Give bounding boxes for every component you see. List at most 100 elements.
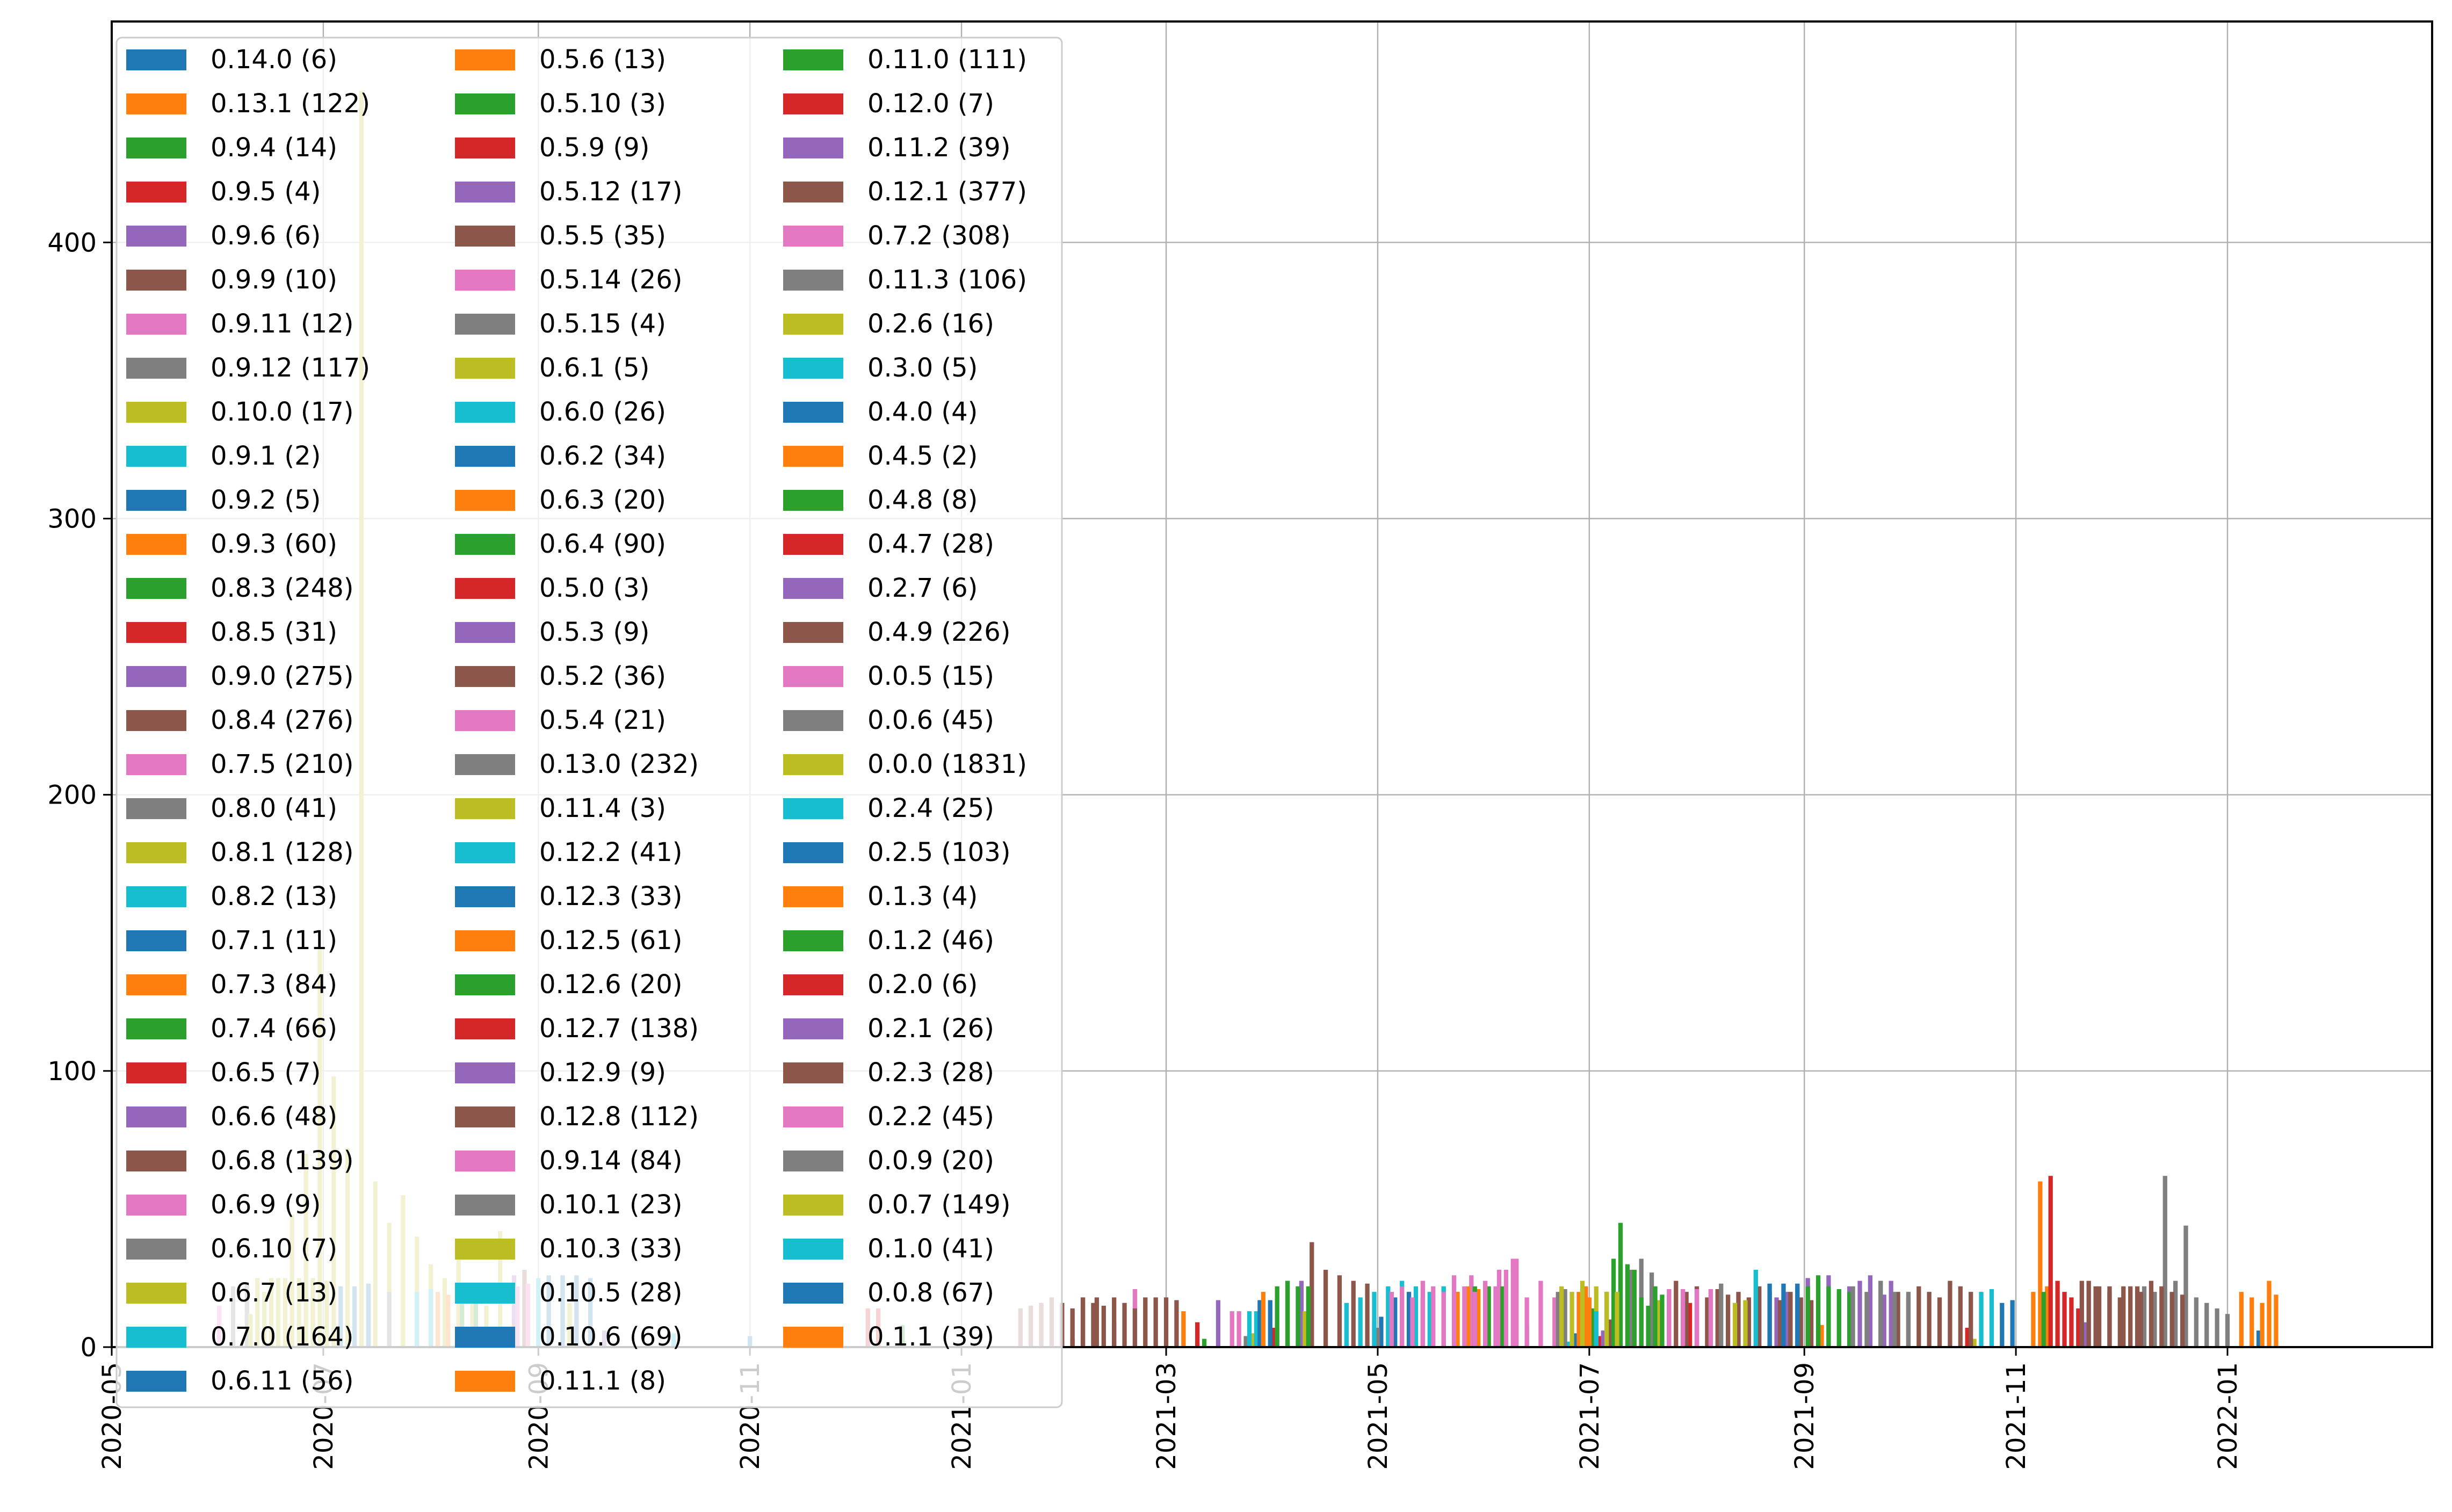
legend-label: 0.6.1 (5)	[539, 353, 649, 383]
bar	[2045, 1286, 2050, 1347]
legend-label: 0.6.8 (139)	[211, 1146, 353, 1176]
bar	[1174, 1300, 1179, 1347]
legend-swatch	[783, 622, 843, 643]
bar	[1826, 1286, 1831, 1347]
bar	[1375, 1328, 1380, 1347]
legend-label: 0.5.9 (9)	[539, 133, 649, 163]
bar	[1816, 1275, 1821, 1347]
bar	[1261, 1292, 1265, 1347]
legend-swatch	[126, 666, 186, 687]
legend-label: 0.6.5 (7)	[211, 1058, 321, 1088]
legend-swatch	[126, 1327, 186, 1348]
y-tick-label: 300	[47, 504, 97, 534]
legend-label: 0.12.2 (41)	[539, 837, 682, 867]
legend-swatch	[126, 402, 186, 423]
legend-label: 0.5.0 (3)	[539, 573, 649, 603]
legend-swatch	[455, 974, 515, 995]
series-bars	[1868, 1292, 1886, 1347]
series-bars	[1181, 1311, 1186, 1347]
series-bars	[2083, 1322, 2088, 1347]
legend-swatch	[455, 138, 515, 158]
bar	[1451, 1275, 1457, 1347]
legend-label: 0.5.14 (26)	[539, 265, 682, 295]
x-tick-label: 2021-03	[1152, 1362, 1182, 1470]
series-bars	[1556, 1289, 1567, 1347]
legend-label: 0.8.5 (31)	[211, 617, 337, 647]
legend-label: 0.2.0 (6)	[867, 970, 978, 1000]
bar	[2121, 1286, 2126, 1347]
x-tick-label: 2021-11	[2001, 1362, 2031, 1470]
bar	[1257, 1300, 1262, 1347]
legend-label: 0.10.1 (23)	[539, 1190, 682, 1220]
legend-swatch	[455, 1327, 515, 1348]
legend-swatch	[126, 1195, 186, 1216]
bar	[1441, 1292, 1446, 1347]
legend-swatch	[783, 710, 843, 731]
legend-label: 0.1.2 (46)	[867, 925, 994, 956]
bar	[1784, 1292, 1790, 1347]
bar	[1285, 1281, 1290, 1347]
bar	[1788, 1292, 1793, 1347]
legend-label: 0.8.2 (13)	[211, 881, 337, 911]
legend-swatch	[455, 666, 515, 687]
series-bars	[1310, 1242, 1370, 1347]
legend-swatch	[783, 1327, 843, 1348]
legend-label: 0.12.7 (138)	[539, 1014, 699, 1044]
bar	[2107, 1292, 2112, 1347]
legend: 0.14.0 (6) 0.13.1 (122) 0.9.4 (14) 0.9.5 (4…	[115, 37, 1063, 1408]
bar	[1091, 1303, 1096, 1347]
series-bars	[1594, 1311, 1598, 1347]
bar	[1857, 1281, 1862, 1347]
bar	[1694, 1289, 1699, 1347]
bar	[2069, 1297, 2074, 1347]
legend-swatch	[455, 1195, 515, 1216]
legend-label: 0.7.4 (66)	[211, 1014, 337, 1044]
y-tick-label: 0	[80, 1333, 97, 1363]
bar	[1386, 1286, 1391, 1347]
bar	[1393, 1297, 1398, 1347]
legend-swatch	[126, 446, 186, 467]
legend-swatch	[455, 402, 515, 423]
legend-label: 0.10.6 (69)	[539, 1322, 682, 1352]
y-tick-label: 100	[47, 1057, 97, 1087]
bar	[1254, 1311, 1259, 1347]
legend-label: 0.2.3 (28)	[867, 1058, 994, 1088]
legend-swatch	[455, 622, 515, 643]
bar	[1615, 1292, 1619, 1347]
bar	[1777, 1300, 1783, 1347]
bar	[1892, 1292, 1897, 1347]
legend-label: 0.5.3 (9)	[539, 617, 649, 647]
legend-label: 0.0.7 (149)	[867, 1190, 1010, 1220]
legend-label: 0.7.1 (11)	[211, 925, 337, 956]
bar	[2204, 1303, 2209, 1347]
bar	[1969, 1292, 1973, 1347]
series-bars	[1271, 1328, 1276, 1347]
bar	[1482, 1281, 1488, 1347]
legend-swatch	[455, 534, 515, 555]
legend-swatch	[783, 138, 843, 158]
bar	[1080, 1297, 1086, 1347]
legend-label: 0.6.0 (26)	[539, 397, 666, 427]
bar	[1660, 1294, 1665, 1347]
bar	[1275, 1286, 1279, 1347]
bar	[1153, 1297, 1158, 1347]
bar	[1493, 1286, 1498, 1347]
legend-swatch	[783, 798, 843, 819]
bar	[2250, 1297, 2254, 1347]
legend-label: 0.7.5 (210)	[211, 749, 353, 779]
series-bars	[1732, 1300, 1748, 1347]
bar	[1344, 1303, 1349, 1347]
legend-swatch	[126, 930, 186, 951]
legend-swatch	[783, 1283, 843, 1304]
legend-label: 0.10.0 (17)	[211, 397, 353, 427]
bar	[1979, 1292, 1984, 1347]
bar	[1143, 1297, 1148, 1347]
bar	[2062, 1292, 2067, 1347]
bar	[1708, 1289, 1713, 1347]
bar	[1937, 1297, 1942, 1347]
legend-label: 0.1.1 (39)	[867, 1322, 994, 1352]
legend-swatch	[126, 754, 186, 775]
bar	[1656, 1300, 1661, 1347]
legend-label: 0.9.3 (60)	[211, 529, 337, 559]
bar	[1653, 1286, 1658, 1347]
